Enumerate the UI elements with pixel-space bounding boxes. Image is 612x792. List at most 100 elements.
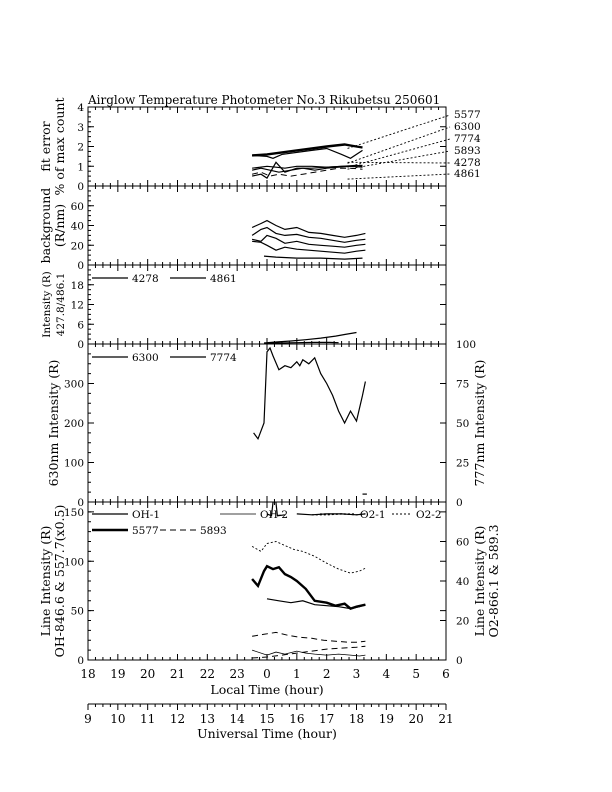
universal-time-tick-label: 13	[200, 712, 215, 726]
universal-time-tick-label: 18	[349, 712, 364, 726]
pointer-line	[347, 126, 451, 164]
series-line-bg1	[251, 219, 366, 238]
local-time-tick-label: 4	[383, 667, 391, 681]
legend-label: 5893	[200, 525, 227, 537]
series-line-5577	[252, 143, 363, 157]
y-axis-label: Line Intensity (R)	[38, 526, 53, 637]
series-line-5577	[251, 564, 366, 610]
pointer-label: 7774	[454, 133, 481, 145]
legend-label: 4278	[132, 273, 159, 285]
y-tick-label: 12	[71, 300, 84, 312]
series-group	[251, 219, 366, 260]
local-time-tick-label: 18	[80, 667, 95, 681]
y-axis-label: background	[38, 188, 53, 264]
y-tick-label: 50	[71, 606, 84, 618]
series-line-bg3	[251, 234, 366, 248]
y-right-tick-label: 20	[456, 616, 469, 628]
legend-label: OH-2	[260, 509, 288, 521]
series-line-O2-2	[251, 541, 366, 574]
universal-time-tick-label: 21	[438, 712, 453, 726]
y-right-axis-label: 777nm Intensity (R)	[472, 360, 487, 487]
universal-time-tick-label: 17	[319, 712, 334, 726]
y-tick-label: 3	[77, 122, 84, 134]
pointer-label: 5577	[454, 109, 481, 121]
y-tick-label: 0	[77, 181, 84, 193]
pointer-label: 4861	[454, 168, 481, 180]
legend-label: O2-2	[416, 509, 442, 521]
y-tick-label: 20	[71, 240, 84, 252]
figure-title: Airglow Temperature Photometer No.3 Riku…	[87, 93, 440, 107]
universal-time-tick-label: 10	[110, 712, 125, 726]
legend: OH-1 OH-2 O2-1 O2-2 5577 5893	[92, 509, 442, 537]
series-line-bg5	[263, 255, 363, 260]
y-tick-label: 100	[64, 458, 84, 470]
legend: 4278 4861	[92, 273, 237, 285]
plot-frame	[87, 185, 447, 266]
local-time-tick-label: 22	[200, 667, 215, 681]
series-line-4861	[252, 164, 363, 169]
universal-time-tick-label: 11	[140, 712, 155, 726]
pointer-line	[347, 150, 451, 170]
y-right-tick-label: 100	[456, 339, 476, 351]
y-right-tick-label: 75	[456, 379, 469, 391]
y-tick-label: 200	[64, 418, 84, 430]
local-time-axis-label: Local Time (hour)	[210, 682, 323, 697]
universal-time-tick-label: 12	[170, 712, 185, 726]
y-right-axis-label: Line Intensity (R)	[472, 526, 487, 637]
series-line-7774	[251, 165, 363, 173]
y-right-tick-label: 40	[456, 576, 469, 588]
y-tick-label: 18	[71, 280, 84, 292]
local-time-tick-label: 3	[353, 667, 361, 681]
universal-time-tick-label: 20	[409, 712, 424, 726]
series-line-4278	[252, 147, 363, 159]
local-time-tick-label: 23	[230, 667, 245, 681]
y-axis-label: 630nm Intensity (R)	[46, 360, 61, 487]
y-right-tick-label: 60	[456, 537, 469, 549]
panel-fit_error: 0 1 2 3 4 fit error% of max count 557763007774…	[38, 98, 481, 196]
y-tick-label: 0	[77, 339, 84, 351]
local-time-tick-label: 1	[293, 667, 301, 681]
plot-frame	[87, 343, 447, 503]
pointer-label: 4278	[454, 157, 481, 169]
series-line-O2-1b	[266, 598, 366, 610]
legend-label: 5577	[132, 525, 159, 537]
series-line-OH-1	[296, 513, 366, 516]
local-time-tick-label: 2	[323, 667, 331, 681]
y-axis-label: (R/nm)	[52, 204, 67, 247]
y-right-tick-label: 0	[456, 497, 463, 509]
y-right-tick-label: 50	[456, 418, 469, 430]
y-tick-label: 150	[64, 507, 84, 519]
local-time-tick-label: 6	[442, 667, 450, 681]
series-line-5893	[251, 167, 363, 177]
legend-label: 4861	[210, 273, 237, 285]
panel-intensity_427_486: 0 6 12 18 Intensity (R) 427.8/486.1 4278 4861	[41, 264, 447, 351]
local-time-tick-label: 21	[170, 667, 185, 681]
series-line-4278	[263, 331, 357, 344]
series-group	[251, 143, 363, 179]
series-line-6300	[253, 346, 366, 441]
local-time-tick-label: 19	[110, 667, 125, 681]
panel-background: 0 20 40 60 background (R/nm)	[38, 185, 447, 272]
legend-label: O2-1	[360, 509, 386, 521]
y-axis-label: OH-846.6 & 557.7(x0.5)	[52, 505, 67, 658]
series-line-bg4	[252, 240, 366, 254]
y-right-axis-label: O2-866.1 & 589.3	[486, 524, 501, 637]
y-tick-label: 0	[77, 260, 84, 272]
legend-label: OH-1	[132, 509, 160, 521]
pointer-line	[347, 114, 451, 149]
y-tick-label: 0	[77, 655, 84, 667]
y-tick-label: 100	[64, 556, 84, 568]
plot-frame	[87, 106, 447, 187]
spike-line	[266, 502, 285, 517]
series-group	[263, 331, 357, 344]
local-time-tick-label: 5	[412, 667, 420, 681]
y-tick-label: 4	[77, 102, 84, 114]
series-line-5893	[252, 631, 366, 643]
series-line-5893b	[252, 645, 366, 659]
y-right-tick-label: 0	[456, 655, 463, 667]
universal-time-tick-label: 15	[259, 712, 274, 726]
